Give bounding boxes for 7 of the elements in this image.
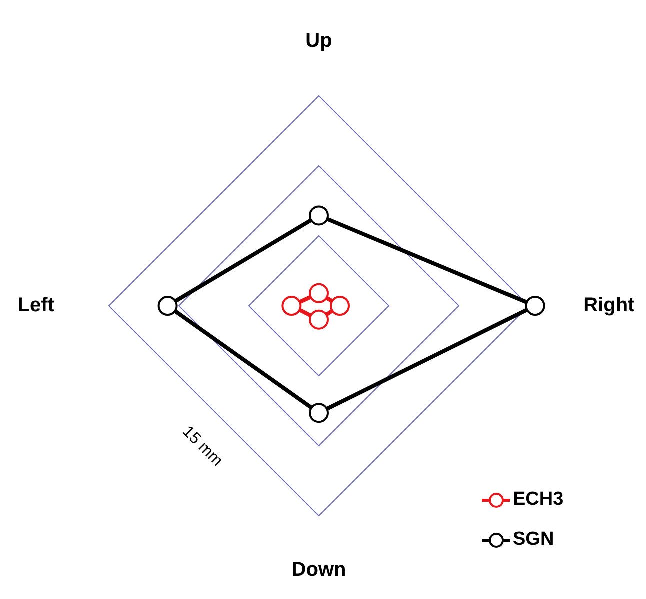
legend-label: SGN — [513, 529, 554, 551]
spoke-label: Up — [306, 30, 332, 52]
text: 15 mm — [179, 423, 226, 470]
spoke-label: Left — [18, 294, 55, 317]
spoke-label: Down — [292, 559, 346, 582]
spoke-label: Right — [584, 294, 636, 317]
legend-label: ECH3 — [513, 489, 564, 511]
